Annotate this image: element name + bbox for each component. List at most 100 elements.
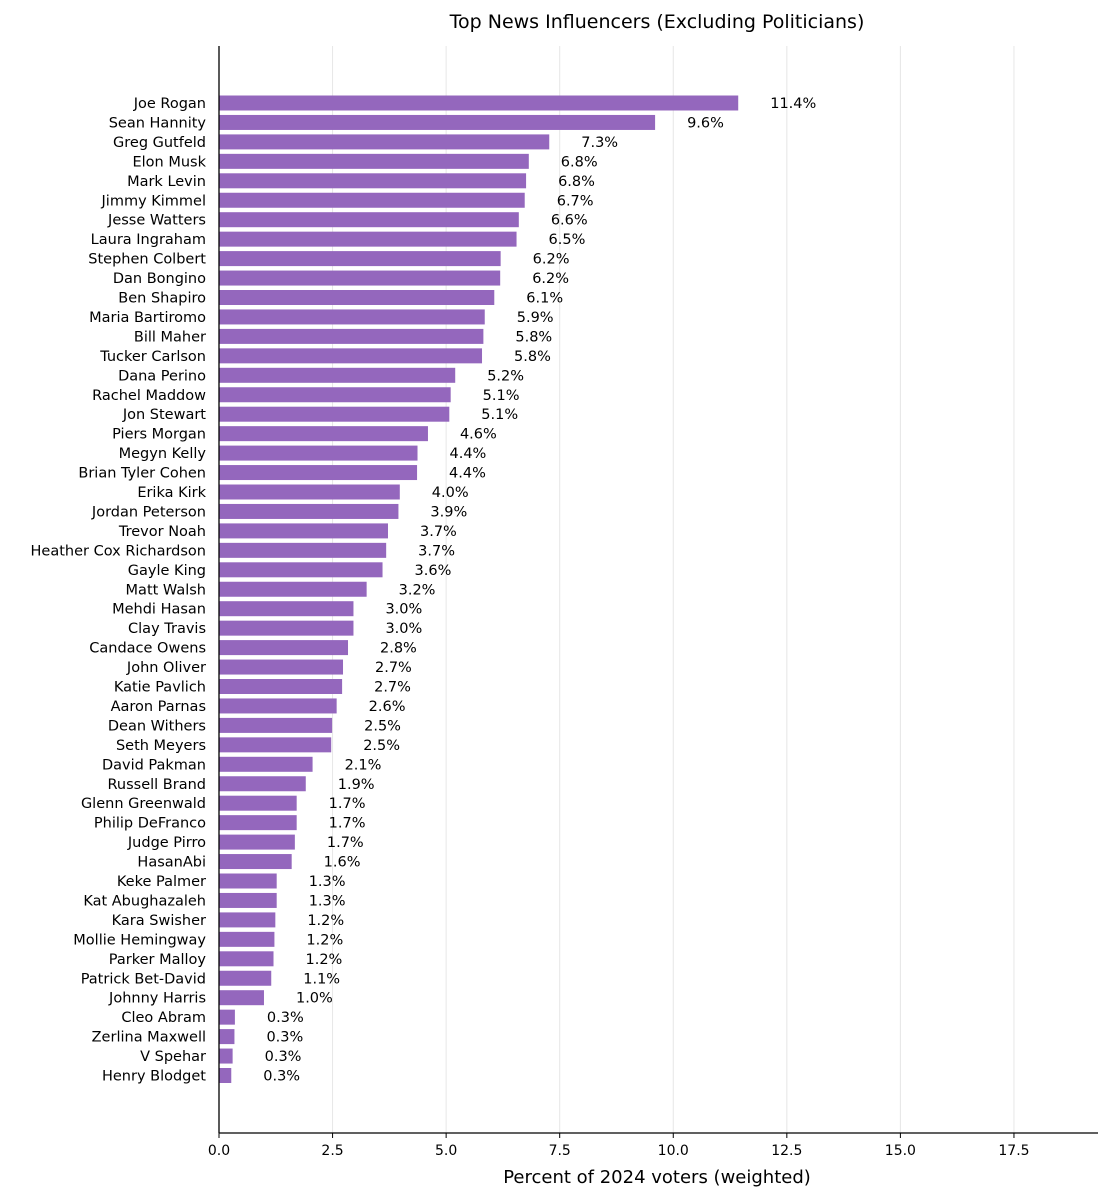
bar xyxy=(219,503,399,519)
category-label: Philip DeFranco xyxy=(94,816,206,832)
bar xyxy=(219,737,332,753)
category-label: Trevor Noah xyxy=(118,524,206,540)
value-label: 1.2% xyxy=(307,913,344,929)
x-tick-label: 0.0 xyxy=(208,1143,230,1159)
category-label: Rachel Maddow xyxy=(92,388,206,404)
value-label: 0.3% xyxy=(267,1010,304,1026)
value-label: 0.3% xyxy=(266,1030,303,1046)
bar xyxy=(219,231,517,247)
value-label: 3.2% xyxy=(399,582,436,598)
bar xyxy=(219,309,485,325)
bar xyxy=(219,990,264,1006)
axes: 0.0 2.5 5.0 7.5 10.0 12.5 15.0 17.5 xyxy=(208,46,1098,1159)
value-label: 6.8% xyxy=(561,154,598,170)
bar xyxy=(219,717,333,733)
bar xyxy=(219,173,527,189)
value-label: 6.5% xyxy=(549,232,586,248)
value-label: 2.6% xyxy=(369,699,406,715)
value-label: 4.6% xyxy=(460,427,497,443)
bars xyxy=(219,95,739,1083)
bar xyxy=(219,892,277,908)
bar xyxy=(219,834,295,850)
value-label: 7.3% xyxy=(581,135,618,151)
category-label: Glenn Greenwald xyxy=(81,796,206,812)
bar xyxy=(219,640,349,656)
value-label: 4.4% xyxy=(450,446,487,462)
category-label: Brian Tyler Cohen xyxy=(78,466,206,482)
category-label: Jimmy Kimmel xyxy=(101,193,206,209)
value-label: 6.2% xyxy=(533,252,570,268)
value-label: 1.1% xyxy=(303,971,340,987)
value-label: 4.0% xyxy=(432,485,469,501)
category-label: Seth Meyers xyxy=(116,738,206,754)
x-tick-label: 7.5 xyxy=(549,1143,571,1159)
bar xyxy=(219,290,495,305)
category-label: Piers Morgan xyxy=(112,427,206,443)
value-label: 5.2% xyxy=(487,368,524,384)
bar xyxy=(219,134,550,150)
bar xyxy=(219,328,484,344)
category-label: Laura Ingraham xyxy=(91,232,206,248)
value-label: 5.9% xyxy=(517,310,554,326)
bar xyxy=(219,1048,233,1064)
category-label: Judge Pirro xyxy=(127,835,206,851)
value-label: 2.1% xyxy=(345,757,382,773)
value-label: 2.7% xyxy=(375,660,412,676)
category-label: Stephen Colbert xyxy=(88,252,206,268)
category-label: Jon Stewart xyxy=(122,407,206,423)
category-label: Patrick Bet-David xyxy=(81,971,206,987)
bar xyxy=(219,1029,235,1045)
category-label: Dana Perino xyxy=(118,368,206,384)
bar xyxy=(219,776,306,792)
bar xyxy=(219,192,525,208)
category-label: HasanAbi xyxy=(137,855,206,871)
bar xyxy=(219,523,388,539)
value-label: 3.0% xyxy=(385,621,422,637)
category-label: Bill Maher xyxy=(134,329,206,345)
category-label: Russell Brand xyxy=(108,777,207,793)
value-label: 3.6% xyxy=(415,563,452,579)
category-label: Joe Rogan xyxy=(133,96,206,112)
value-label: 4.4% xyxy=(449,466,486,482)
value-label: 1.7% xyxy=(327,835,364,851)
bar xyxy=(219,114,656,130)
category-label: Henry Blodget xyxy=(102,1069,206,1085)
bar xyxy=(219,601,354,617)
value-label: 6.2% xyxy=(532,271,569,287)
category-label: Cleo Abram xyxy=(121,1010,206,1026)
value-label: 0.3% xyxy=(265,1049,302,1065)
value-label: 3.0% xyxy=(385,602,422,618)
bar xyxy=(219,912,276,928)
bar xyxy=(219,795,297,811)
bar xyxy=(219,251,501,267)
bar xyxy=(219,426,428,442)
category-label: Jordan Peterson xyxy=(91,504,206,520)
category-label: Erika Kirk xyxy=(137,485,206,501)
bar xyxy=(219,387,451,403)
bar xyxy=(219,970,272,986)
bar xyxy=(219,679,343,694)
value-label: 2.8% xyxy=(380,641,417,657)
category-label: Aaron Parnas xyxy=(111,699,206,715)
value-label: 1.3% xyxy=(309,893,346,909)
category-label: Maria Bartiromo xyxy=(89,310,206,326)
category-label: Heather Cox Richardson xyxy=(31,543,207,559)
category-label: Clay Travis xyxy=(128,621,206,637)
category-label: Mark Levin xyxy=(127,174,206,190)
value-label: 1.2% xyxy=(306,952,343,968)
value-label: 1.2% xyxy=(306,932,343,948)
bar xyxy=(219,212,519,228)
bar xyxy=(219,659,344,675)
category-label: Keke Palmer xyxy=(117,874,206,890)
value-label: 6.8% xyxy=(558,174,595,190)
category-label: Jesse Watters xyxy=(107,213,206,229)
x-tick-label: 5.0 xyxy=(435,1143,457,1159)
value-label: 9.6% xyxy=(687,115,724,131)
category-labels: Joe Rogan Sean Hannity Greg Gutfeld Elon Mu… xyxy=(31,96,207,1085)
bar xyxy=(219,815,297,831)
bar xyxy=(219,931,275,947)
x-tick-label: 12.5 xyxy=(771,1143,802,1159)
value-label: 0.3% xyxy=(263,1069,300,1085)
value-label: 5.8% xyxy=(514,349,551,365)
